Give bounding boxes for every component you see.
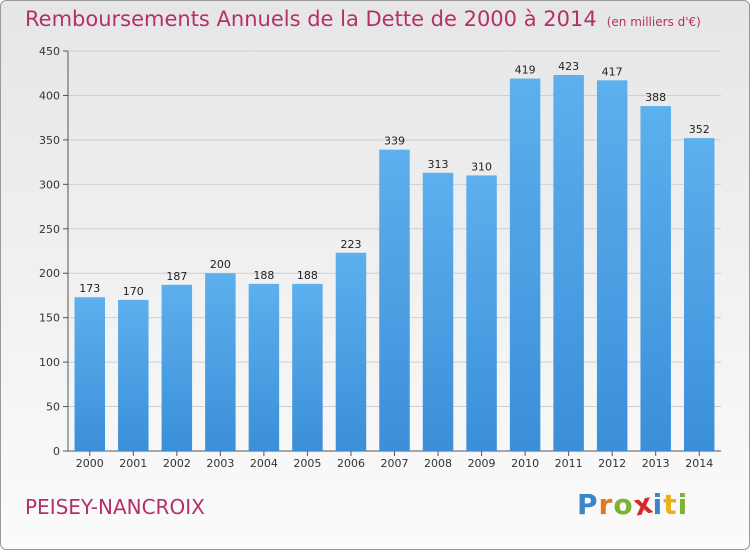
proxiti-logo[interactable]: Proxiti [577, 486, 689, 522]
value-label-2000: 173 [79, 282, 100, 295]
unit-label: (en milliers d'€) [606, 15, 701, 29]
x-tick-label-2006: 2006 [337, 457, 365, 470]
logo-letter: P [577, 488, 599, 521]
bar-2005 [292, 283, 323, 451]
value-label-2004: 188 [253, 269, 274, 282]
bar-2007 [379, 149, 410, 451]
value-label-2012: 417 [602, 65, 623, 78]
y-tick-label: 0 [53, 445, 60, 458]
logo-letter: r [598, 488, 614, 521]
x-tick-label-2010: 2010 [511, 457, 539, 470]
x-tick-label-2011: 2011 [555, 457, 583, 470]
value-label-2006: 223 [340, 238, 361, 251]
y-tick-label: 50 [46, 401, 60, 414]
bar-2013 [640, 106, 671, 451]
x-tick-label-2000: 2000 [76, 457, 104, 470]
place-name: PEISEY-NANCROIX [25, 495, 205, 519]
x-tick-label-2012: 2012 [598, 457, 626, 470]
x-tick-label-2009: 2009 [468, 457, 496, 470]
x-tick-label-2007: 2007 [381, 457, 409, 470]
logo-letter: t [663, 488, 678, 521]
logo-letter: i [677, 488, 689, 521]
value-label-2001: 170 [123, 285, 144, 298]
y-tick-label: 150 [39, 312, 60, 325]
y-tick-label: 250 [39, 223, 60, 236]
value-label-2009: 310 [471, 160, 492, 173]
value-label-2008: 313 [428, 158, 449, 171]
bar-2003 [205, 273, 236, 451]
bar-2006 [335, 252, 367, 451]
value-label-2005: 188 [297, 269, 318, 282]
bar-2010 [509, 78, 541, 452]
value-label-2007: 339 [384, 135, 405, 148]
y-tick-label: 400 [39, 89, 60, 102]
bar-2014 [683, 138, 715, 451]
value-label-2003: 200 [210, 258, 231, 271]
bar-2008 [422, 172, 454, 451]
x-tick-label-2001: 2001 [119, 457, 147, 470]
value-label-2013: 388 [645, 91, 666, 104]
value-label-2011: 423 [558, 60, 579, 73]
bar-2012 [596, 80, 628, 451]
value-label-2010: 419 [515, 64, 536, 77]
x-tick-label-2013: 2013 [642, 457, 670, 470]
x-tick-label-2003: 2003 [206, 457, 234, 470]
bar-2000 [74, 297, 106, 451]
value-label-2002: 187 [166, 270, 187, 283]
bar-2011 [553, 75, 584, 451]
y-tick-label: 450 [39, 45, 60, 58]
value-label-2014: 352 [689, 123, 710, 136]
logo-letter: o [613, 488, 634, 521]
x-tick-label-2008: 2008 [424, 457, 452, 470]
y-tick-label: 300 [39, 178, 60, 191]
x-tick-label-2002: 2002 [163, 457, 191, 470]
x-tick-label-2014: 2014 [685, 457, 713, 470]
x-tick-label-2005: 2005 [293, 457, 321, 470]
x-tick-label-2004: 2004 [250, 457, 278, 470]
chart-title: Remboursements Annuels de la Dette de 20… [25, 7, 701, 31]
y-tick-label: 350 [39, 134, 60, 147]
bar-2004 [248, 283, 280, 451]
logo-letter: i [652, 488, 664, 521]
bar-2009 [466, 175, 497, 451]
bar-2002 [161, 284, 193, 451]
y-tick-label: 200 [39, 267, 60, 280]
y-tick-label: 100 [39, 356, 60, 369]
bar-2001 [118, 299, 149, 451]
